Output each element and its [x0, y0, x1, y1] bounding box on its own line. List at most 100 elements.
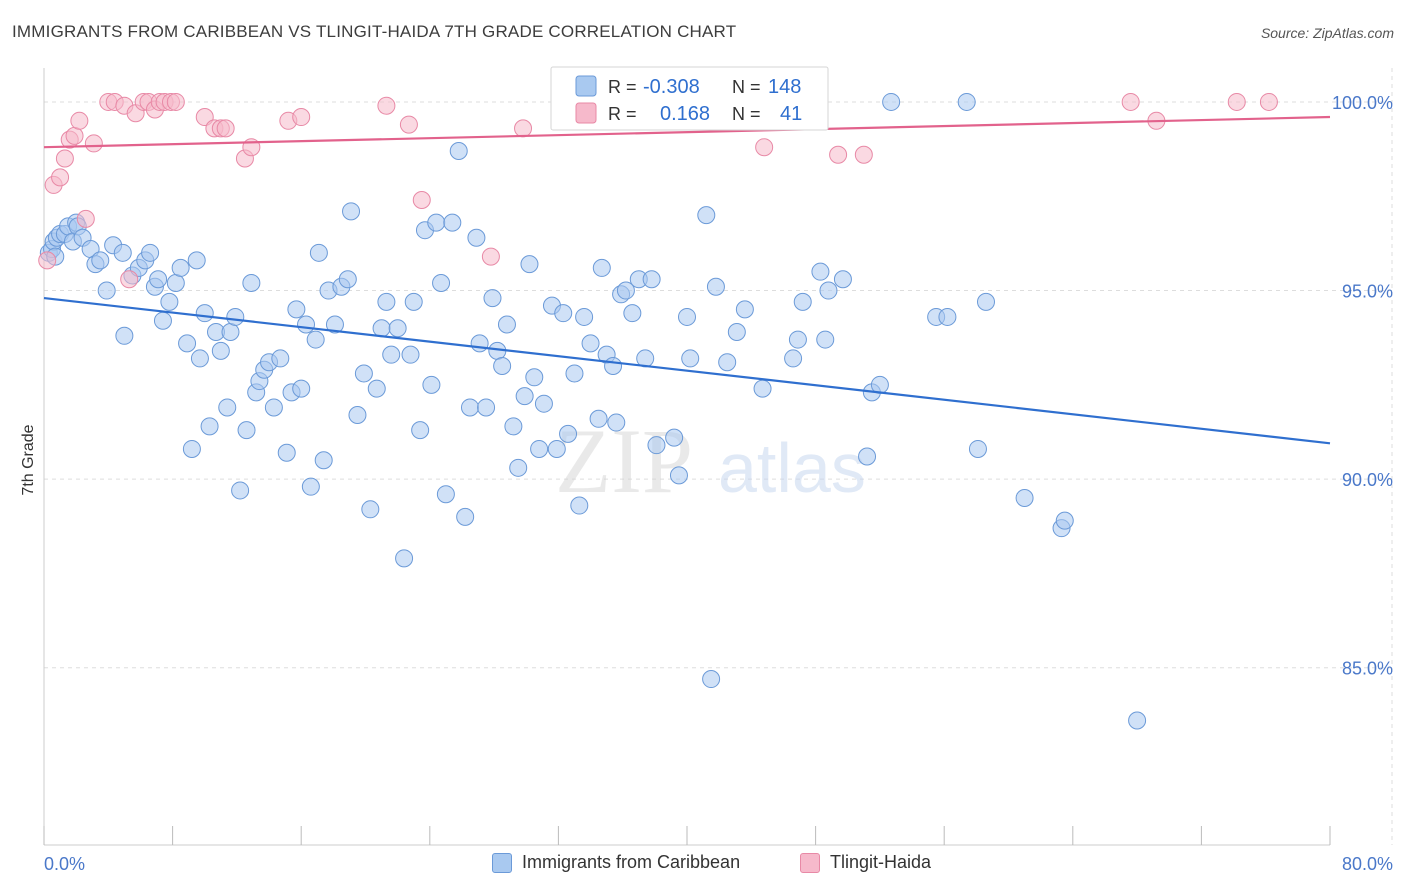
point-tlingit	[514, 119, 533, 138]
point-caribbean	[976, 292, 995, 311]
point-tlingit	[166, 92, 185, 111]
tick-labels: 85.0% 90.0% 95.0% 100.0% 0.0% 80.0%	[44, 93, 1393, 874]
point-caribbean	[607, 413, 626, 432]
point-tlingit	[38, 251, 57, 270]
point-caribbean	[816, 330, 835, 349]
point-caribbean	[325, 315, 344, 334]
point-caribbean	[515, 387, 534, 406]
point-caribbean	[669, 466, 688, 485]
legend-label-caribbean: Immigrants from Caribbean	[522, 852, 741, 872]
point-caribbean	[190, 349, 209, 368]
legend-r-label-1: R =	[608, 77, 637, 97]
point-caribbean	[604, 356, 623, 375]
point-caribbean	[301, 477, 320, 496]
point-caribbean	[858, 447, 877, 466]
point-caribbean	[570, 496, 589, 515]
point-caribbean	[753, 379, 772, 398]
point-caribbean	[565, 364, 584, 383]
point-caribbean	[115, 326, 134, 345]
point-caribbean	[309, 243, 328, 262]
point-caribbean	[681, 349, 700, 368]
point-caribbean	[314, 451, 333, 470]
trend-lines	[43, 115, 1331, 445]
legend-swatch-caribbean	[492, 852, 512, 873]
point-caribbean	[292, 379, 311, 398]
point-caribbean	[411, 421, 430, 440]
point-tlingit	[70, 111, 89, 130]
legend-swatch-pink	[575, 102, 597, 124]
point-caribbean	[477, 398, 496, 417]
point-caribbean	[493, 356, 512, 375]
point-caribbean	[361, 500, 380, 519]
bottom-legend: Immigrants from Caribbean Tlingit-Haida	[0, 852, 1406, 878]
point-caribbean	[195, 304, 214, 323]
point-caribbean	[509, 458, 528, 477]
point-caribbean	[342, 202, 361, 221]
point-caribbean	[592, 258, 611, 277]
point-caribbean	[882, 92, 901, 111]
legend-n-value-1: 148	[768, 76, 801, 98]
point-caribbean	[277, 443, 296, 462]
point-caribbean	[401, 345, 420, 364]
legend-label-tlingit: Tlingit-Haida	[830, 852, 932, 872]
point-caribbean	[367, 379, 386, 398]
y-tick-label: 90.0%	[1342, 470, 1393, 490]
point-caribbean	[231, 481, 250, 500]
point-caribbean	[727, 323, 746, 342]
point-caribbean	[623, 304, 642, 323]
point-caribbean	[470, 334, 489, 353]
point-caribbean	[306, 330, 325, 349]
point-caribbean	[678, 307, 696, 326]
y-axis-label: 7th Grade	[20, 424, 37, 495]
point-caribbean	[504, 417, 523, 436]
point-caribbean	[372, 319, 391, 338]
axes	[43, 68, 1331, 846]
point-caribbean	[91, 251, 110, 270]
point-caribbean	[287, 300, 306, 319]
point-tlingit	[377, 96, 396, 115]
point-caribbean	[1015, 488, 1034, 507]
chart-title: IMMIGRANTS FROM CARIBBEAN VS TLINGIT-HAI…	[12, 22, 737, 41]
point-caribbean	[348, 406, 367, 425]
legend-swatch-blue	[575, 75, 597, 97]
point-caribbean	[968, 439, 987, 458]
point-caribbean	[354, 364, 373, 383]
legend-r-value-2: 0.168	[660, 103, 710, 125]
point-caribbean	[616, 281, 635, 300]
point-caribbean	[271, 349, 290, 368]
point-tlingit	[829, 145, 848, 164]
point-tlingit	[854, 145, 873, 164]
point-caribbean	[589, 409, 608, 428]
point-caribbean	[460, 398, 479, 417]
y-tick-label: 85.0%	[1342, 659, 1393, 679]
legend-r-label-2: R =	[608, 104, 637, 124]
point-caribbean	[297, 315, 316, 334]
point-caribbean	[226, 307, 245, 326]
point-caribbean	[554, 304, 573, 323]
point-caribbean	[706, 277, 725, 296]
point-tlingit	[120, 270, 139, 289]
point-caribbean	[395, 549, 414, 568]
point-caribbean	[178, 334, 197, 353]
point-tlingit	[412, 191, 431, 210]
x-tick-label: 80.0%	[1342, 854, 1393, 874]
point-caribbean	[1128, 711, 1147, 730]
point-caribbean	[547, 439, 566, 458]
point-tlingit	[292, 108, 311, 127]
point-tlingit	[1227, 92, 1246, 111]
point-caribbean	[793, 292, 812, 311]
point-tlingit	[1121, 92, 1140, 111]
point-caribbean	[97, 281, 116, 300]
point-caribbean	[242, 273, 261, 292]
series-tlingit-points	[38, 92, 1278, 289]
legend-r-value-1: -0.308	[643, 76, 700, 98]
point-caribbean	[467, 228, 486, 247]
legend-item-caribbean: Immigrants from Caribbean	[492, 852, 740, 873]
point-caribbean	[422, 375, 441, 394]
point-caribbean	[113, 243, 132, 262]
point-tlingit	[51, 168, 70, 187]
point-caribbean	[483, 289, 502, 308]
point-caribbean	[264, 398, 283, 417]
y-tick-label: 100.0%	[1332, 93, 1393, 113]
point-caribbean	[218, 398, 237, 417]
